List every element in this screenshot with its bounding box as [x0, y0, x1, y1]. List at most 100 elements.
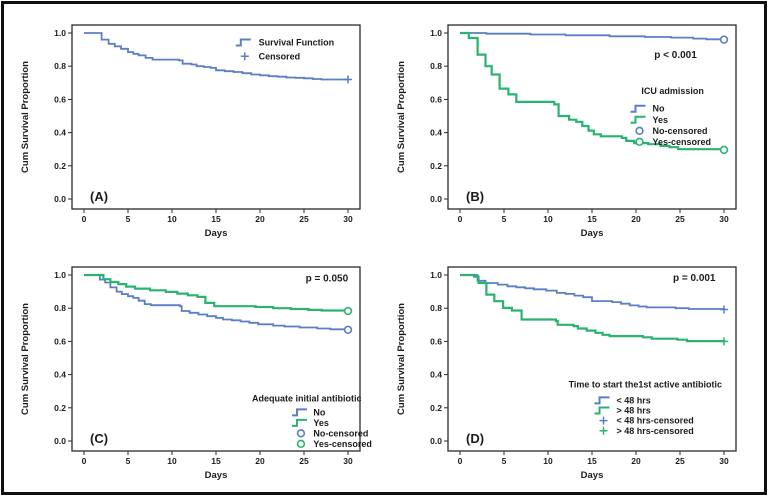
- legend-plus-icon: [599, 416, 608, 425]
- x-tick-label: 10: [543, 214, 553, 224]
- y-axis-title: Cum Survival Proportion: [20, 61, 31, 173]
- legend-label: < 48 hrs-censored: [616, 416, 693, 426]
- y-tick-label: 0.6: [54, 336, 66, 346]
- panel-D: 0.0 0.2 0.4 0.6 0.8 1.0 0 5 10 15 20 25 30 Days Cum Su…: [384, 249, 764, 493]
- x-tick-label: 20: [631, 456, 641, 466]
- x-axis-title: Days: [205, 228, 228, 239]
- x-tick-label: 0: [458, 456, 463, 466]
- x-tick-label: 10: [167, 214, 177, 224]
- y-tick-label: 1.0: [54, 28, 66, 38]
- y-tick-label: 0.2: [430, 161, 442, 171]
- x-tick-label: 5: [126, 456, 131, 466]
- legend-label: < 48 hrs: [616, 395, 650, 405]
- x-axis-title: Days: [205, 470, 228, 481]
- x-tick-label: 20: [631, 214, 641, 224]
- series-yes: [84, 273, 350, 312]
- series-no: [84, 274, 349, 331]
- legend-title: Time to start the1st active antibiotic: [569, 380, 722, 390]
- y-tick-label: 0.2: [54, 161, 66, 171]
- x-tick-label: 25: [299, 214, 309, 224]
- y-tick-label: 0.8: [430, 61, 442, 71]
- y-tick-label: 0.4: [54, 128, 66, 138]
- legend-label: Yes: [313, 418, 329, 428]
- legend-plus-icon: [344, 75, 352, 84]
- y-axis-title: Cum Survival Proportion: [396, 303, 407, 415]
- x-tick-label: 20: [255, 456, 265, 466]
- legend-step-line-icon: [291, 408, 307, 417]
- p-value-annotation: p = 0.050: [306, 274, 349, 285]
- legend-open-circle-icon: [635, 126, 644, 136]
- y-tick-label: 1.0: [430, 28, 442, 38]
- legend-open-circle-icon: [719, 35, 729, 44]
- x-tick-label: 30: [343, 456, 353, 466]
- legend-label: No: [313, 407, 325, 417]
- legend-label: Yes-censored: [313, 439, 372, 449]
- legend-step-line-icon: [594, 396, 610, 405]
- legend-open-circle-icon: [296, 429, 306, 438]
- y-tick-label: 0.8: [54, 61, 66, 71]
- y-tick-label: 0.4: [430, 128, 442, 138]
- plot-border: [71, 24, 361, 210]
- x-tick-label: 10: [543, 456, 553, 466]
- legend-step-line-icon: [594, 406, 610, 415]
- legend-plus-icon: [240, 52, 249, 61]
- km-chart-A: 0.0 0.2 0.4 0.6 0.8 1.0 0 5 10 15 20 25 30 Days Cum Su…: [20, 24, 361, 239]
- legend-label: Survival Function: [259, 37, 335, 47]
- x-tick-label: 5: [502, 456, 507, 466]
- series--48-hrs: [460, 274, 725, 310]
- x-tick-label: 15: [211, 214, 221, 224]
- y-axis-title: Cum Survival Proportion: [20, 303, 31, 415]
- legend-label: > 48 hrs: [616, 406, 650, 416]
- series--48-hrs: [460, 273, 726, 343]
- x-tick-label: 0: [458, 214, 463, 224]
- x-axis-title: Days: [581, 228, 604, 239]
- legend-open-circle-icon: [296, 439, 306, 449]
- x-tick-label: 20: [255, 214, 265, 224]
- panel-C: 0.0 0.2 0.4 0.6 0.8 1.0 0 5 10 15 20 25 30 Days Cum Su…: [8, 249, 388, 493]
- y-tick-label: 0.0: [54, 194, 66, 204]
- y-tick-label: 0.6: [54, 94, 66, 104]
- legend-label: Yes: [652, 115, 668, 125]
- legend-label: No: [652, 104, 664, 114]
- p-value-annotation: p < 0.001: [654, 50, 697, 61]
- legend-step-line-icon: [630, 115, 646, 124]
- km-chart-B: 0.0 0.2 0.4 0.6 0.8 1.0 0 5 10 15 20 25 30 Days Cum Su…: [396, 24, 737, 239]
- panel-label: (D): [466, 431, 484, 446]
- y-tick-label: 0.8: [54, 303, 66, 313]
- y-tick-label: 0.0: [430, 194, 442, 204]
- x-tick-label: 25: [299, 456, 309, 466]
- km-chart-C: 0.0 0.2 0.4 0.6 0.8 1.0 0 5 10 15 20 25 30 Days Cum Su…: [20, 266, 372, 481]
- x-tick-label: 10: [167, 456, 177, 466]
- y-tick-label: 0.6: [430, 336, 442, 346]
- legend-label: No-censored: [313, 428, 368, 438]
- x-tick-label: 5: [126, 214, 131, 224]
- legend-step-line-icon: [630, 104, 646, 113]
- x-tick-label: 15: [211, 456, 221, 466]
- legend-step-line-icon: [291, 418, 307, 427]
- y-tick-label: 0.8: [430, 303, 442, 313]
- x-tick-label: 25: [675, 456, 685, 466]
- y-tick-label: 0.0: [54, 436, 66, 446]
- panel-label: (B): [466, 189, 484, 204]
- y-tick-label: 1.0: [54, 270, 66, 280]
- legend-title: ICU admission: [641, 86, 704, 96]
- legend-plus-icon: [720, 305, 728, 314]
- panel-label: (A): [90, 189, 108, 204]
- p-value-annotation: p = 0.001: [673, 273, 716, 284]
- panel-B: 0.0 0.2 0.4 0.6 0.8 1.0 0 5 10 15 20 25 30 Days Cum Su…: [384, 7, 764, 251]
- legend-title: Adequate initial antibiotic: [252, 393, 362, 403]
- legend-open-circle-icon: [343, 306, 353, 316]
- y-tick-label: 1.0: [430, 270, 442, 280]
- x-tick-label: 0: [82, 214, 87, 224]
- km-chart-D: 0.0 0.2 0.4 0.6 0.8 1.0 0 5 10 15 20 25 30 Days Cum Su…: [396, 266, 737, 481]
- legend-step-line-icon: [235, 38, 251, 47]
- legend-label: No-censored: [652, 126, 707, 136]
- series-no: [460, 32, 725, 41]
- x-tick-label: 0: [82, 456, 87, 466]
- y-tick-label: 0.4: [54, 370, 66, 380]
- legend-open-circle-icon: [635, 137, 644, 147]
- legend-open-circle-icon: [343, 325, 353, 334]
- y-axis-title: Cum Survival Proportion: [396, 61, 407, 173]
- series-survival-function: [84, 32, 348, 81]
